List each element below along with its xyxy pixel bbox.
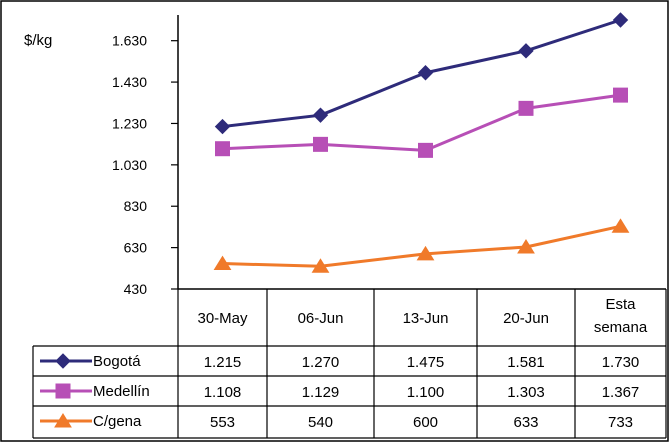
- y-tick-label: 1.430: [112, 74, 147, 90]
- x-category-label: 20-Jun: [503, 310, 549, 327]
- table-value-cell: 1.215: [204, 354, 242, 371]
- data-point: [313, 136, 328, 152]
- x-category-label: 30-May: [197, 310, 248, 327]
- data-point: [311, 258, 330, 273]
- data-point: [213, 255, 232, 271]
- y-tick-label: 1.030: [112, 157, 147, 173]
- data-point: [312, 107, 329, 123]
- table-value-cell: 1.129: [302, 384, 340, 401]
- x-category-label: semana: [594, 319, 648, 336]
- table-value-cell: 1.475: [407, 354, 445, 371]
- data-point: [611, 218, 630, 233]
- legend-key-marker: [55, 383, 71, 399]
- data-point: [214, 118, 231, 135]
- data-point: [417, 65, 434, 81]
- data-point: [215, 141, 230, 157]
- y-tick-label: 1.230: [112, 115, 147, 131]
- x-category-label: Esta: [605, 296, 636, 313]
- table-value-cell: 733: [608, 414, 633, 431]
- data-table: 30-May 06-Jun 13-Jun 20-Jun Esta semana Bogotá…: [32, 288, 667, 439]
- table-value-cell: 540: [308, 414, 333, 431]
- data-point: [612, 12, 629, 28]
- legend-series-name: Medellín: [93, 383, 150, 400]
- table-value-cell: 1.108: [204, 384, 242, 401]
- data-point: [613, 87, 628, 103]
- y-axis: 430 630 830 1.030 1.230 1.430 1.630: [112, 15, 179, 297]
- table-value-cell: 633: [513, 414, 538, 431]
- table-value-cell: 600: [413, 414, 438, 431]
- y-tick-label: 630: [124, 240, 148, 256]
- data-point: [518, 43, 534, 59]
- y-tick-label: 830: [124, 198, 148, 214]
- data-point: [416, 245, 435, 261]
- legend-key-marker: [54, 413, 72, 428]
- legend-series-name: Bogotá: [93, 353, 141, 370]
- y-axis-label: $/kg: [24, 32, 52, 49]
- table-value-cell: 1.100: [407, 384, 445, 401]
- table-value-cell: 1.367: [602, 384, 640, 401]
- x-category-label: 13-Jun: [403, 310, 449, 327]
- data-point: [518, 100, 534, 116]
- table-value-cell: 553: [210, 414, 235, 431]
- y-tick-label: 1.630: [112, 33, 147, 49]
- data-point: [418, 142, 433, 158]
- table-value-cell: 1.303: [507, 384, 545, 401]
- legend-series-name: C/gena: [93, 413, 142, 430]
- table-value-cell: 1.270: [302, 354, 340, 371]
- legend-key-marker: [55, 353, 71, 369]
- table-value-cell: 1.730: [602, 354, 640, 371]
- y-tick-label: 430: [124, 281, 148, 297]
- series-lines: [213, 12, 630, 273]
- x-category-label: 06-Jun: [298, 310, 344, 327]
- table-value-cell: 1.581: [507, 354, 545, 371]
- data-point: [517, 239, 535, 254]
